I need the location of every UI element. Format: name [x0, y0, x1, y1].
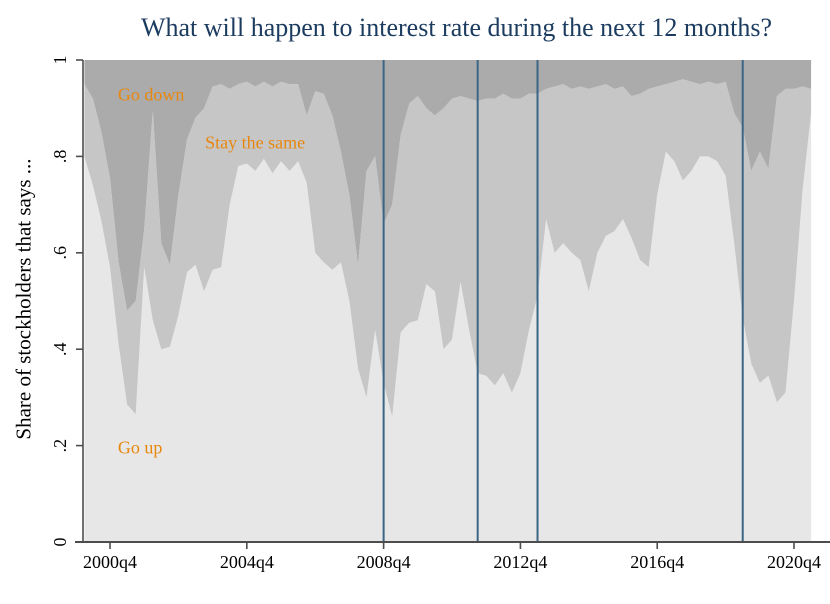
x-tick-label-2000q4: 2000q4	[83, 552, 137, 572]
annotation-go-up: Go up	[117, 437, 163, 458]
x-tick-label-2020q4: 2020q4	[767, 552, 821, 572]
x-tick-label-2012q4: 2012q4	[493, 552, 547, 572]
chart-title: What will happen to interest rate during…	[140, 13, 773, 42]
area-go-down	[84, 60, 812, 311]
y-tick-label-.8: .8	[50, 150, 70, 164]
y-tick-label-1: 1	[50, 56, 70, 65]
annotation-stay-the-same: Stay the same	[205, 132, 306, 153]
x-tick-label-2016q4: 2016q4	[630, 552, 684, 572]
x-tick-label-2008q4: 2008q4	[357, 552, 411, 572]
annotation-go-down: Go down	[117, 84, 185, 105]
x-tick-label-2004q4: 2004q4	[220, 552, 274, 572]
y-tick-label-.2: .2	[50, 439, 70, 453]
area-stay-the-same	[84, 79, 812, 417]
area-go-up	[84, 113, 812, 542]
y-tick-label-0: 0	[50, 538, 70, 547]
y-tick-label-.4: .4	[50, 342, 70, 356]
y-axis-title: Share of stockholders that says ...	[11, 158, 36, 440]
y-tick-label-.6: .6	[50, 246, 70, 259]
